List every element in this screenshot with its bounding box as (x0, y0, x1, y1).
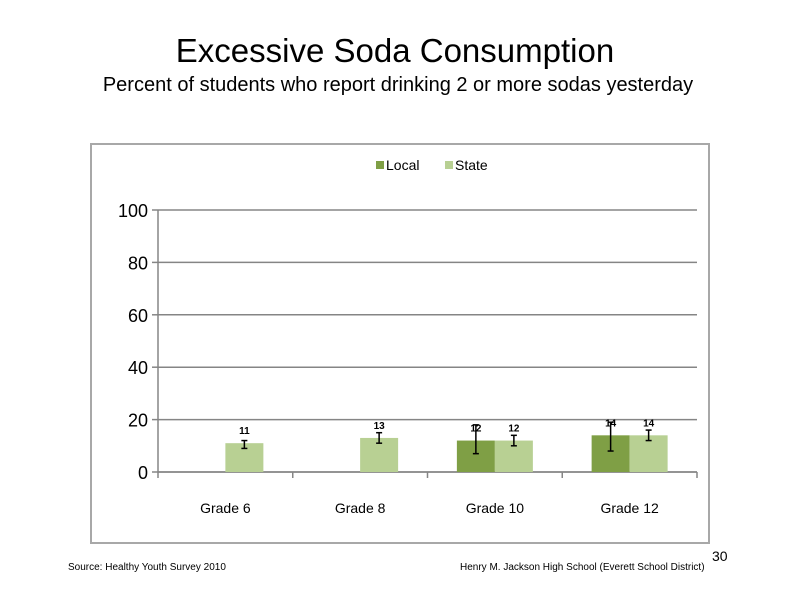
data-label: 12 (508, 424, 520, 435)
y-tick-label: 60 (128, 306, 148, 326)
y-tick-label: 80 (128, 253, 148, 273)
legend-swatch (376, 161, 384, 169)
slide-title: Excessive Soda Consumption (175, 32, 615, 69)
school-note: Henry M. Jackson High School (Everett Sc… (460, 562, 705, 573)
x-tick-label: Grade 12 (600, 500, 659, 516)
data-label: 13 (374, 421, 386, 432)
slide-subtitle: Percent of students who report drinking … (102, 74, 694, 96)
legend-label: Local (386, 157, 419, 173)
legend-swatch (445, 161, 453, 169)
x-tick-label: Grade 10 (466, 500, 525, 516)
x-tick-label: Grade 8 (335, 500, 386, 516)
data-label: 14 (643, 418, 655, 429)
legend-label: State (455, 157, 488, 173)
x-tick-label: Grade 6 (200, 500, 251, 516)
y-tick-label: 20 (128, 411, 148, 431)
data-label: 12 (470, 424, 482, 435)
data-label: 11 (239, 426, 250, 437)
page-number: 30 (712, 548, 728, 564)
y-tick-label: 100 (118, 201, 148, 221)
y-tick-label: 0 (138, 463, 148, 483)
bar-state (629, 435, 668, 472)
chart-frame (90, 143, 710, 544)
source-note: Source: Healthy Youth Survey 2010 (68, 562, 226, 573)
data-label: 14 (605, 418, 617, 429)
y-tick-label: 40 (128, 358, 148, 378)
